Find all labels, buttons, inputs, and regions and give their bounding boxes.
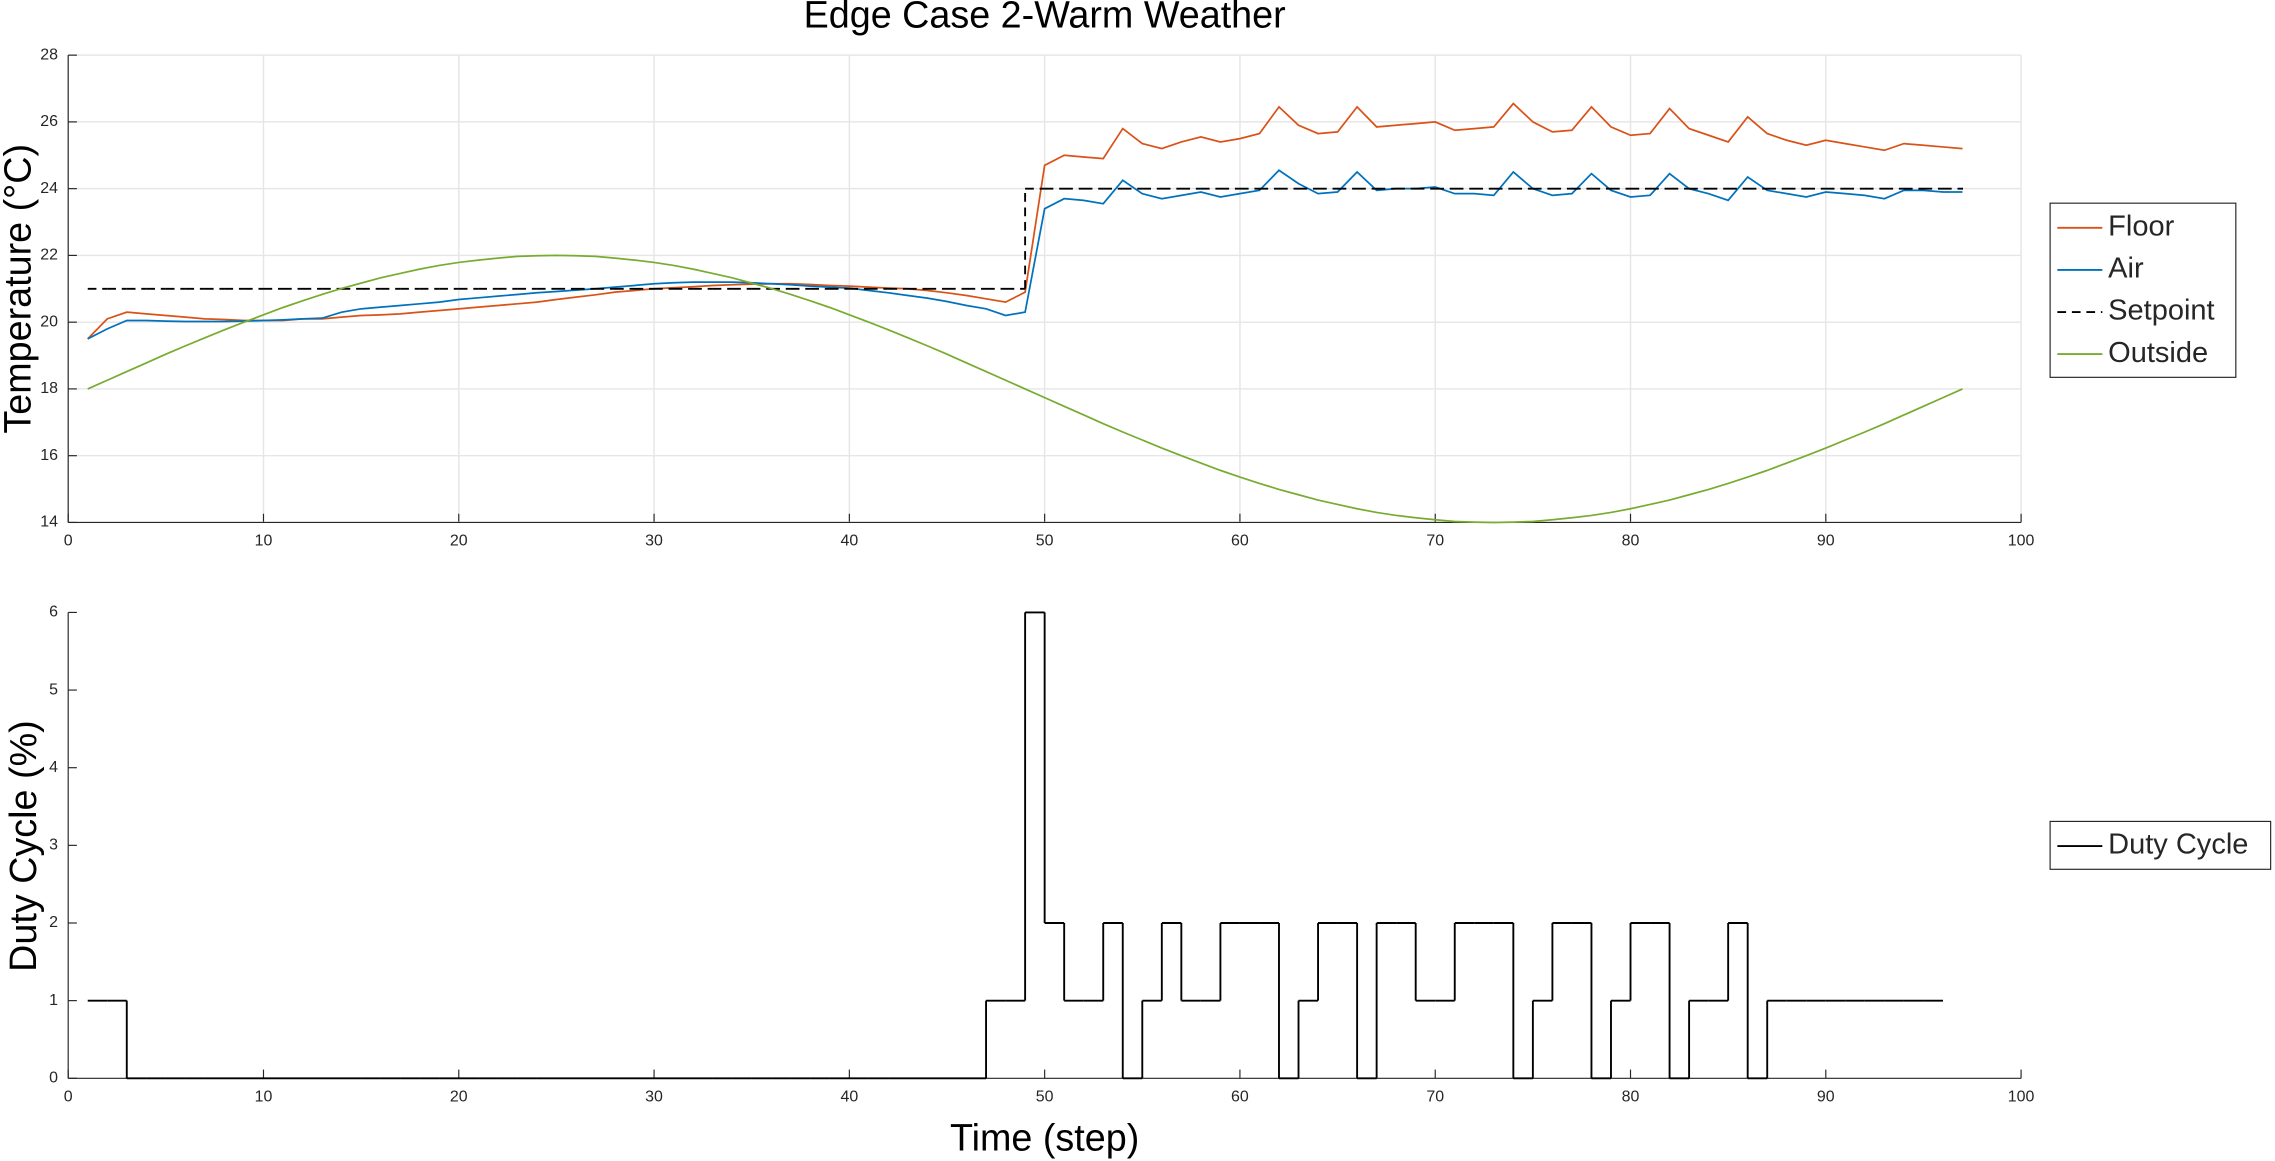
x-tick-label: 60 [1231,533,1249,550]
y-tick-label: 3 [49,837,58,854]
legend-box [2049,202,2237,378]
y-tick-label: 22 [40,247,58,264]
x-tick-label: 100 [2008,1088,2035,1105]
y-tick-label: 6 [49,604,58,621]
series-line [87,102,1963,340]
y-tick-label: 0 [49,1069,58,1086]
y-tick-label: 18 [40,380,58,397]
legend-label: Air [2108,253,2144,285]
y-tick-label: 28 [40,46,58,63]
x-tick-label: 70 [1426,533,1444,550]
y-tick-label: 2 [49,914,58,931]
legend-label: Outside [2108,337,2208,369]
x-tick-label: 10 [255,1088,273,1105]
x-tick-label: 50 [1036,533,1054,550]
x-tick-label: 20 [450,1088,468,1105]
series-line [87,254,1963,524]
y-tick-label: 14 [40,514,58,531]
y-axis-label: Duty Cycle (%) [2,720,44,972]
y-tick-label: 24 [40,180,58,197]
x-axis-label: Time (step) [950,1117,1139,1159]
x-tick-label: 40 [840,1088,858,1105]
y-tick-label: 5 [49,681,58,698]
y-tick-label: 26 [40,113,58,130]
x-tick-label: 30 [645,533,663,550]
x-tick-label: 80 [1622,1088,1640,1105]
x-tick-label: 0 [64,533,73,550]
x-tick-label: 0 [64,1088,73,1105]
legend-label: Floor [2108,211,2174,243]
legend-label: Setpoint [2108,295,2214,327]
y-tick-label: 16 [40,447,58,464]
y-tick-label: 1 [49,992,58,1009]
x-tick-label: 80 [1622,533,1640,550]
x-tick-label: 40 [840,533,858,550]
chart-title: Edge Case 2-Warm Weather [804,0,1286,35]
y-tick-label: 4 [49,759,58,776]
x-tick-label: 60 [1231,1088,1249,1105]
x-tick-label: 90 [1817,533,1835,550]
x-tick-label: 100 [2008,533,2035,550]
x-tick-label: 10 [255,533,273,550]
x-tick-label: 30 [645,1088,663,1105]
y-axis-label: Temperature (°C) [0,144,38,434]
x-tick-label: 70 [1426,1088,1444,1105]
series-line [87,169,1963,340]
y-tick-label: 20 [40,313,58,330]
x-tick-label: 90 [1817,1088,1835,1105]
x-tick-label: 20 [450,533,468,550]
legend-label: Duty Cycle [2108,829,2248,861]
x-tick-label: 50 [1036,1088,1054,1105]
